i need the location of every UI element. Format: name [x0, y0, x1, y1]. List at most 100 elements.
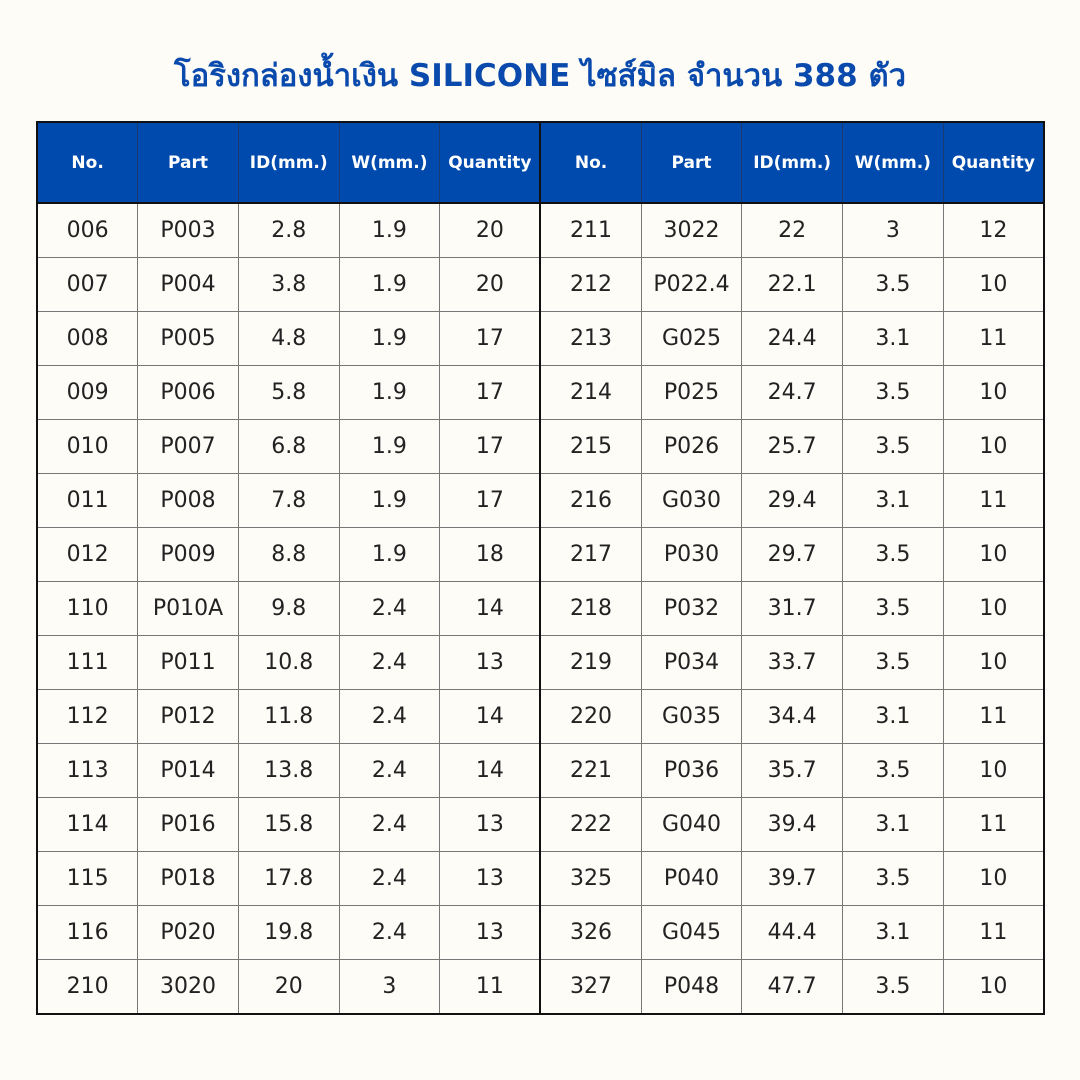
table-row: 110 P010A 9.8 2.4 14 218 P032 31.7 3.5 10 — [36, 581, 1045, 636]
table-cell: 3022 — [640, 202, 743, 258]
table-cell: 44.4 — [741, 905, 843, 960]
table-cell: P009 — [137, 527, 239, 582]
table-row: 113 P014 13.8 2.4 14 221 P036 35.7 3.5 10 — [36, 743, 1045, 798]
table-cell: 210 — [36, 959, 139, 1015]
table-cell: 217 — [539, 527, 642, 582]
table-cell: 29.4 — [741, 473, 843, 528]
table-cell: 3.5 — [842, 527, 944, 582]
table-cell: 3.1 — [842, 689, 944, 744]
table-cell: 2.4 — [338, 689, 441, 744]
column-header: Part — [137, 121, 239, 204]
table-cell: 11 — [942, 473, 1045, 528]
table-cell: 10 — [942, 257, 1045, 312]
table-cell: 3.1 — [842, 797, 944, 852]
table-cell: 2.4 — [338, 797, 441, 852]
table-row: 008 P005 4.8 1.9 17 213 G025 24.4 3.1 11 — [36, 311, 1045, 366]
table-cell: 17.8 — [237, 851, 340, 906]
table-cell: 1.9 — [338, 419, 441, 474]
table-cell: 20 — [439, 257, 541, 312]
table-cell: 24.4 — [741, 311, 843, 366]
oring-size-table: No. Part ID(mm.) W(mm.) Quantity No. Part ID(mm… — [36, 121, 1045, 1015]
table-cell: 17 — [439, 365, 541, 420]
table-cell: P018 — [137, 851, 239, 906]
table-cell: P034 — [640, 635, 743, 690]
table-cell: 012 — [36, 527, 139, 582]
table-cell: G045 — [640, 905, 743, 960]
table-cell: 24.7 — [741, 365, 843, 420]
table-cell: 10 — [942, 527, 1045, 582]
table-cell: P012 — [137, 689, 239, 744]
table-cell: 19.8 — [237, 905, 340, 960]
table-cell: G030 — [640, 473, 743, 528]
table-cell: 3.8 — [237, 257, 340, 312]
table-cell: P004 — [137, 257, 239, 312]
table-cell: 3.5 — [842, 365, 944, 420]
table-cell: P005 — [137, 311, 239, 366]
table-cell: 213 — [539, 311, 642, 366]
table-row: 012 P009 8.8 1.9 18 217 P030 29.7 3.5 10 — [36, 527, 1045, 582]
table-cell: 1.9 — [338, 257, 441, 312]
table-cell: 18 — [439, 527, 541, 582]
table-cell: 3.1 — [842, 311, 944, 366]
table-cell: P030 — [640, 527, 743, 582]
table-cell: 5.8 — [237, 365, 340, 420]
table-cell: 17 — [439, 473, 541, 528]
table-cell: 17 — [439, 419, 541, 474]
table-cell: 47.7 — [741, 959, 843, 1015]
table-cell: P040 — [640, 851, 743, 906]
table-cell: P016 — [137, 797, 239, 852]
table-cell: 20 — [439, 202, 541, 258]
table-row: 114 P016 15.8 2.4 13 222 G040 39.4 3.1 11 — [36, 797, 1045, 852]
table-cell: 11 — [942, 689, 1045, 744]
table-cell: 12 — [942, 202, 1045, 258]
table-row: 011 P008 7.8 1.9 17 216 G030 29.4 3.1 11 — [36, 473, 1045, 528]
table-cell: 14 — [439, 743, 541, 798]
table-cell: 6.8 — [237, 419, 340, 474]
table-cell: 3.5 — [842, 743, 944, 798]
table-cell: 3 — [842, 202, 944, 258]
table-cell: 110 — [36, 581, 139, 636]
table-cell: 218 — [539, 581, 642, 636]
table-cell: G025 — [640, 311, 743, 366]
table-cell: 39.7 — [741, 851, 843, 906]
table-cell: 3.5 — [842, 581, 944, 636]
table-cell: 009 — [36, 365, 139, 420]
table-cell: 010 — [36, 419, 139, 474]
table-cell: 112 — [36, 689, 139, 744]
column-header: No. — [539, 121, 642, 204]
table-row: 112 P012 11.8 2.4 14 220 G035 34.4 3.1 11 — [36, 689, 1045, 744]
table-cell: G035 — [640, 689, 743, 744]
table-cell: 33.7 — [741, 635, 843, 690]
table-cell: 115 — [36, 851, 139, 906]
table-cell: 219 — [539, 635, 642, 690]
table-cell: 2.4 — [338, 905, 441, 960]
table-cell: P014 — [137, 743, 239, 798]
table-cell: 13.8 — [237, 743, 340, 798]
table-cell: 35.7 — [741, 743, 843, 798]
column-header: W(mm.) — [338, 121, 441, 204]
table-cell: 10 — [942, 851, 1045, 906]
table-cell: P006 — [137, 365, 239, 420]
table-cell: 9.8 — [237, 581, 340, 636]
table-cell: 325 — [539, 851, 642, 906]
table-cell: 222 — [539, 797, 642, 852]
table-cell: 220 — [539, 689, 642, 744]
column-header: ID(mm.) — [237, 121, 340, 204]
table-cell: 216 — [539, 473, 642, 528]
table-cell: 1.9 — [338, 527, 441, 582]
table-cell: 39.4 — [741, 797, 843, 852]
table-row: 010 P007 6.8 1.9 17 215 P026 25.7 3.5 10 — [36, 419, 1045, 474]
column-header: Quantity — [942, 121, 1045, 204]
column-header: Quantity — [439, 121, 541, 204]
column-header: No. — [36, 121, 139, 204]
table-cell: P022.4 — [640, 257, 743, 312]
table-cell: P026 — [640, 419, 743, 474]
table-cell: 3.1 — [842, 905, 944, 960]
table-cell: 13 — [439, 851, 541, 906]
table-cell: P020 — [137, 905, 239, 960]
table-cell: 215 — [539, 419, 642, 474]
table-cell: 007 — [36, 257, 139, 312]
table-cell: P032 — [640, 581, 743, 636]
table-cell: 15.8 — [237, 797, 340, 852]
table-cell: 2.8 — [237, 202, 340, 258]
